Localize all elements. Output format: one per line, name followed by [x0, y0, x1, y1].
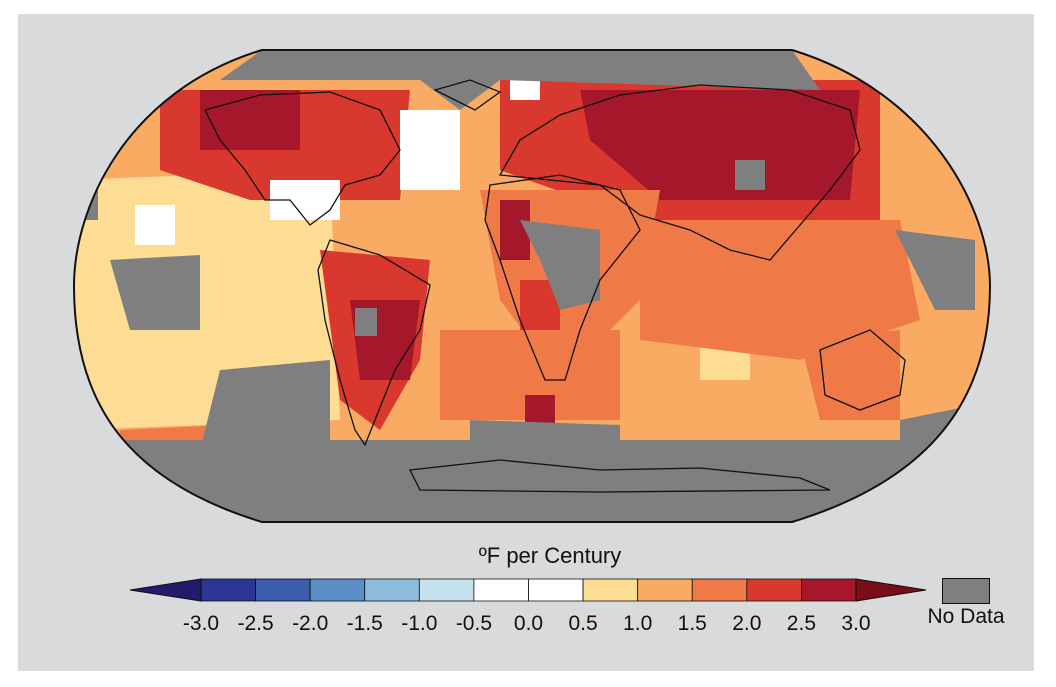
siberia-hot — [580, 90, 860, 200]
legend-bin-11 — [801, 578, 857, 602]
central-asia-no-data — [735, 160, 765, 190]
legend-high-arrow — [855, 578, 927, 602]
legend-tick-label: 2.5 — [786, 612, 817, 635]
legend-title: ºF per Century — [478, 543, 622, 568]
legend-bin-1 — [255, 578, 311, 602]
color-legend-bar — [129, 578, 927, 602]
globe-border — [72, 49, 992, 523]
legend-bin-9 — [691, 578, 748, 602]
south-asia-warm — [640, 220, 920, 360]
south-atlantic-warm — [440, 330, 620, 420]
africa-outline — [484, 174, 641, 381]
weddell-no-data — [470, 420, 620, 450]
legend-tick-label: -2.0 — [292, 612, 329, 635]
legend-bin-0 — [200, 578, 256, 602]
legend-tick-label: -1.0 — [401, 612, 438, 635]
antarctica-outline — [409, 459, 831, 493]
legend-tick-label: 2.0 — [732, 612, 762, 635]
legend-bin-10 — [746, 578, 802, 602]
australia-warm — [800, 330, 900, 420]
pacific-neutral — [135, 205, 175, 245]
legend-tick-label: 1.5 — [677, 612, 707, 635]
coastlines — [204, 79, 906, 493]
greenland-outline — [433, 79, 502, 111]
legend-tick-label: -2.5 — [237, 612, 274, 635]
legend-bin-7 — [582, 578, 639, 602]
legend-tick-label: 0.0 — [513, 612, 544, 635]
south-america-outline — [317, 239, 431, 447]
legend-bin-3 — [364, 578, 420, 602]
legend-tick-label: 3.0 — [841, 612, 871, 635]
australia-outline — [819, 329, 906, 411]
southern-ocean-no-data — [200, 360, 330, 450]
legend-bin-4 — [418, 578, 475, 602]
no-data-swatch — [942, 578, 990, 604]
legend-bin-6 — [528, 578, 584, 602]
north-atlantic-neutral — [400, 110, 460, 190]
legend-low-arrow — [129, 578, 202, 602]
amazon-no-data — [355, 308, 377, 336]
legend-tick-label: -1.5 — [346, 612, 383, 635]
legend-tick-label: -0.5 — [455, 612, 492, 635]
central-pacific-no-data — [110, 255, 200, 330]
eurasia-outline — [498, 84, 861, 261]
legend-bin-5 — [473, 578, 529, 602]
legend-bin-8 — [637, 578, 693, 602]
antarctic-no-data — [74, 440, 990, 522]
west-pacific-no-data — [895, 230, 975, 310]
north-america-outline — [204, 91, 401, 226]
legend-tick-label: -3.0 — [182, 612, 220, 635]
no-data-label: No Data — [927, 605, 1005, 628]
arctic-neutral — [510, 80, 540, 100]
legend-bin-2 — [309, 578, 366, 602]
alaska-canada-hot — [200, 90, 300, 150]
legend-tick-label: 1.0 — [623, 612, 653, 635]
map-surface — [74, 50, 990, 522]
legend-tick-label: 0.5 — [568, 612, 598, 635]
arctic-no-data — [220, 50, 820, 110]
sahara-no-data — [520, 220, 600, 310]
south-atlantic-hot — [525, 395, 555, 425]
